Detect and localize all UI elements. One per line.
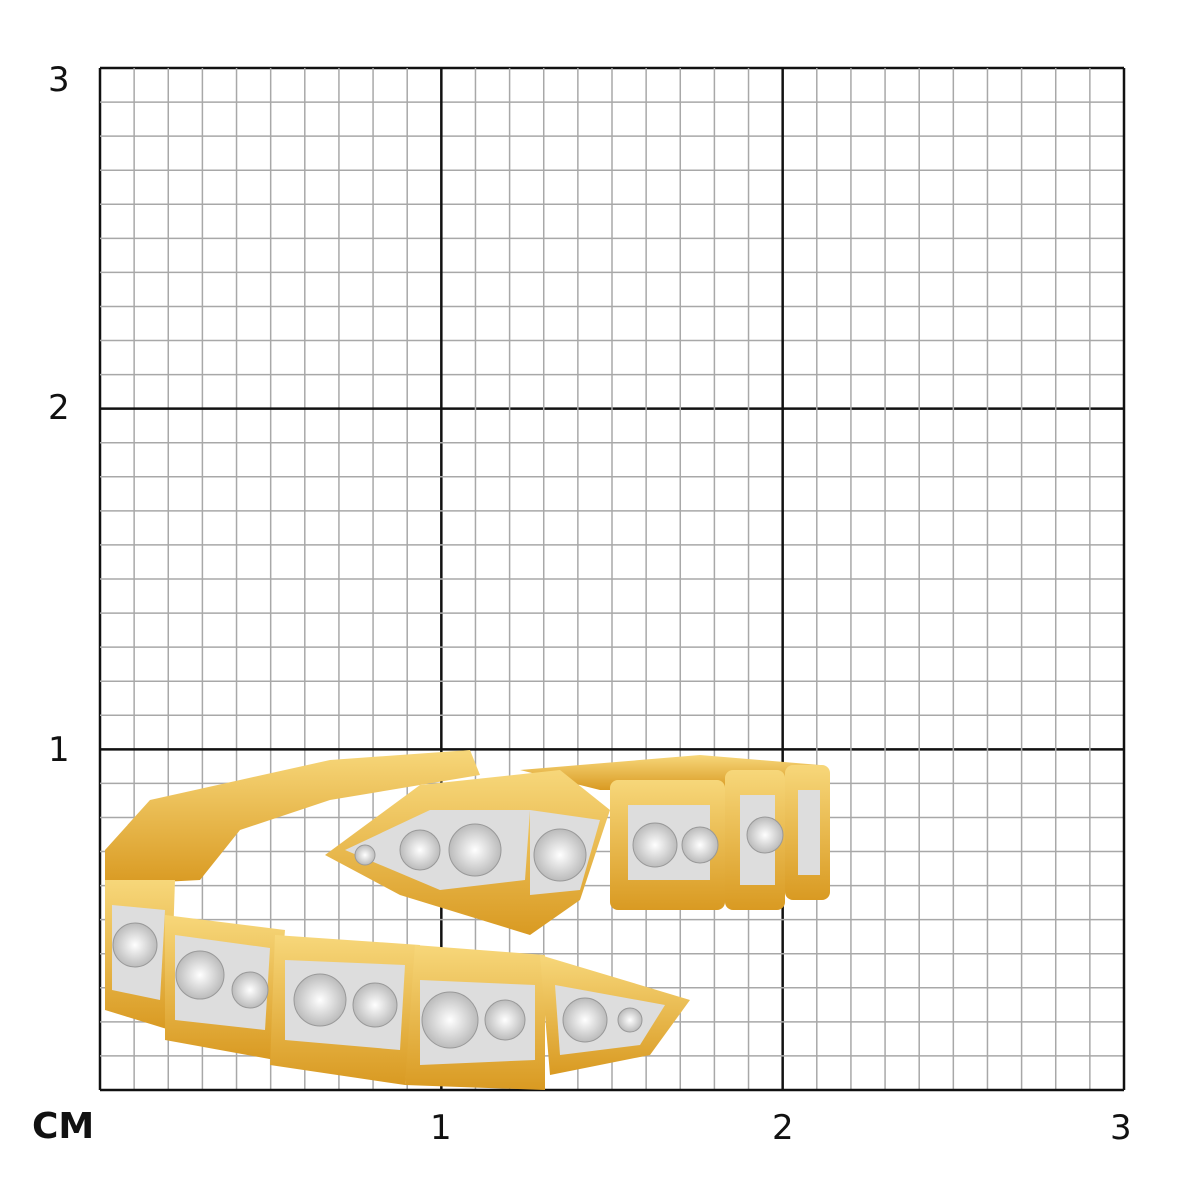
y-label-3: 3 bbox=[48, 60, 70, 100]
diamonds bbox=[112, 816, 784, 1049]
ring-head-segments bbox=[325, 765, 830, 935]
unit-label: CM bbox=[32, 1106, 95, 1147]
y-label-1: 1 bbox=[48, 730, 70, 770]
x-label-3: 3 bbox=[1110, 1108, 1132, 1148]
x-label-2: 2 bbox=[772, 1108, 794, 1148]
x-label-1: 1 bbox=[430, 1108, 452, 1148]
y-label-2: 2 bbox=[48, 388, 70, 428]
